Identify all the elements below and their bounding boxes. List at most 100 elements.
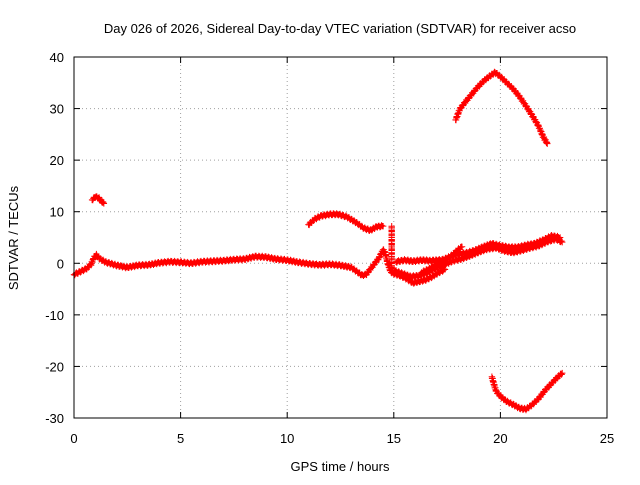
data-point bbox=[508, 246, 510, 248]
data-point bbox=[382, 225, 384, 227]
data-point bbox=[525, 408, 527, 410]
data-point bbox=[561, 241, 563, 243]
data-point bbox=[391, 267, 393, 270]
y-tick-label: -20 bbox=[45, 359, 64, 374]
y-tick-label: -10 bbox=[45, 308, 64, 323]
data-point bbox=[391, 242, 393, 244]
data-point bbox=[412, 282, 414, 284]
data-point bbox=[461, 246, 463, 248]
data-point bbox=[91, 199, 93, 201]
data-point bbox=[555, 238, 557, 240]
data-point bbox=[487, 248, 489, 250]
data-point bbox=[495, 390, 497, 392]
series-9 bbox=[488, 369, 566, 414]
y-tick-label: 20 bbox=[50, 153, 64, 168]
data-point bbox=[354, 221, 357, 223]
series-markers bbox=[452, 68, 551, 147]
data-point bbox=[521, 249, 523, 251]
series-5 bbox=[392, 255, 451, 266]
data-point bbox=[546, 143, 548, 145]
data-point bbox=[512, 403, 514, 406]
data-point bbox=[390, 270, 392, 273]
data-point bbox=[243, 258, 246, 260]
data-point bbox=[410, 276, 412, 278]
data-point bbox=[550, 382, 553, 385]
data-point bbox=[350, 266, 352, 269]
data-point bbox=[307, 224, 310, 226]
data-point bbox=[491, 243, 493, 245]
y-tick-label: -30 bbox=[45, 411, 64, 426]
data-point bbox=[391, 262, 393, 264]
data-point bbox=[382, 249, 384, 251]
data-point bbox=[482, 246, 484, 248]
data-point bbox=[105, 261, 107, 263]
data-point bbox=[518, 96, 521, 98]
data-point bbox=[482, 80, 484, 82]
y-tick-label: 30 bbox=[50, 102, 64, 117]
x-axis-label: GPS time / hours bbox=[291, 459, 390, 474]
data-point bbox=[478, 251, 480, 253]
data-point bbox=[79, 270, 81, 273]
data-point bbox=[93, 256, 95, 258]
data-point bbox=[531, 115, 533, 117]
series-4 bbox=[388, 223, 395, 272]
data-point bbox=[329, 263, 331, 265]
data-point bbox=[254, 255, 256, 258]
data-point bbox=[446, 259, 448, 261]
data-point bbox=[369, 229, 371, 231]
data-point bbox=[550, 235, 553, 237]
data-point bbox=[531, 403, 533, 406]
data-point bbox=[469, 95, 472, 97]
data-point bbox=[557, 376, 559, 378]
axis-ticks: 0 5 10 15 20 25 -30 -20 -10 0 10 20 30 40 bbox=[45, 50, 614, 446]
data-point bbox=[265, 256, 267, 258]
x-tick-label: 10 bbox=[280, 431, 294, 446]
data-point bbox=[444, 268, 446, 271]
data-point bbox=[506, 82, 508, 84]
data-point bbox=[499, 75, 501, 78]
data-point bbox=[518, 407, 521, 409]
x-tick-label: 0 bbox=[70, 431, 77, 446]
data-point bbox=[86, 267, 88, 270]
data-point bbox=[148, 264, 150, 266]
plot-area bbox=[70, 68, 566, 414]
data-point bbox=[465, 252, 467, 254]
data-point bbox=[318, 264, 320, 266]
data-point bbox=[297, 261, 299, 263]
data-point bbox=[525, 244, 527, 246]
data-point bbox=[437, 271, 440, 274]
data-point bbox=[542, 135, 544, 138]
data-point bbox=[476, 87, 478, 89]
data-point bbox=[435, 266, 438, 269]
data-point bbox=[538, 245, 540, 247]
data-point bbox=[222, 260, 224, 262]
data-point bbox=[452, 260, 455, 262]
series-6 bbox=[305, 210, 387, 234]
data-point bbox=[211, 260, 214, 262]
data-point bbox=[190, 262, 192, 264]
data-point bbox=[126, 266, 128, 269]
data-point bbox=[98, 258, 101, 260]
data-point bbox=[391, 225, 393, 227]
data-point bbox=[337, 213, 339, 215]
data-point bbox=[376, 226, 378, 228]
data-point bbox=[233, 259, 235, 261]
data-point bbox=[425, 279, 427, 281]
data-point bbox=[137, 264, 139, 266]
data-point bbox=[529, 247, 531, 249]
data-point bbox=[499, 395, 501, 397]
data-point bbox=[559, 236, 561, 239]
data-point bbox=[504, 250, 506, 252]
data-point bbox=[546, 241, 548, 243]
data-point bbox=[180, 261, 182, 263]
data-point bbox=[538, 126, 540, 128]
data-point bbox=[401, 273, 403, 275]
data-point bbox=[339, 264, 342, 266]
chart-title: Day 026 of 2026, Sidereal Day-to-day VTE… bbox=[104, 21, 576, 36]
data-point bbox=[391, 257, 393, 259]
data-point bbox=[307, 263, 310, 265]
data-point bbox=[97, 197, 100, 199]
data-point bbox=[116, 264, 118, 266]
